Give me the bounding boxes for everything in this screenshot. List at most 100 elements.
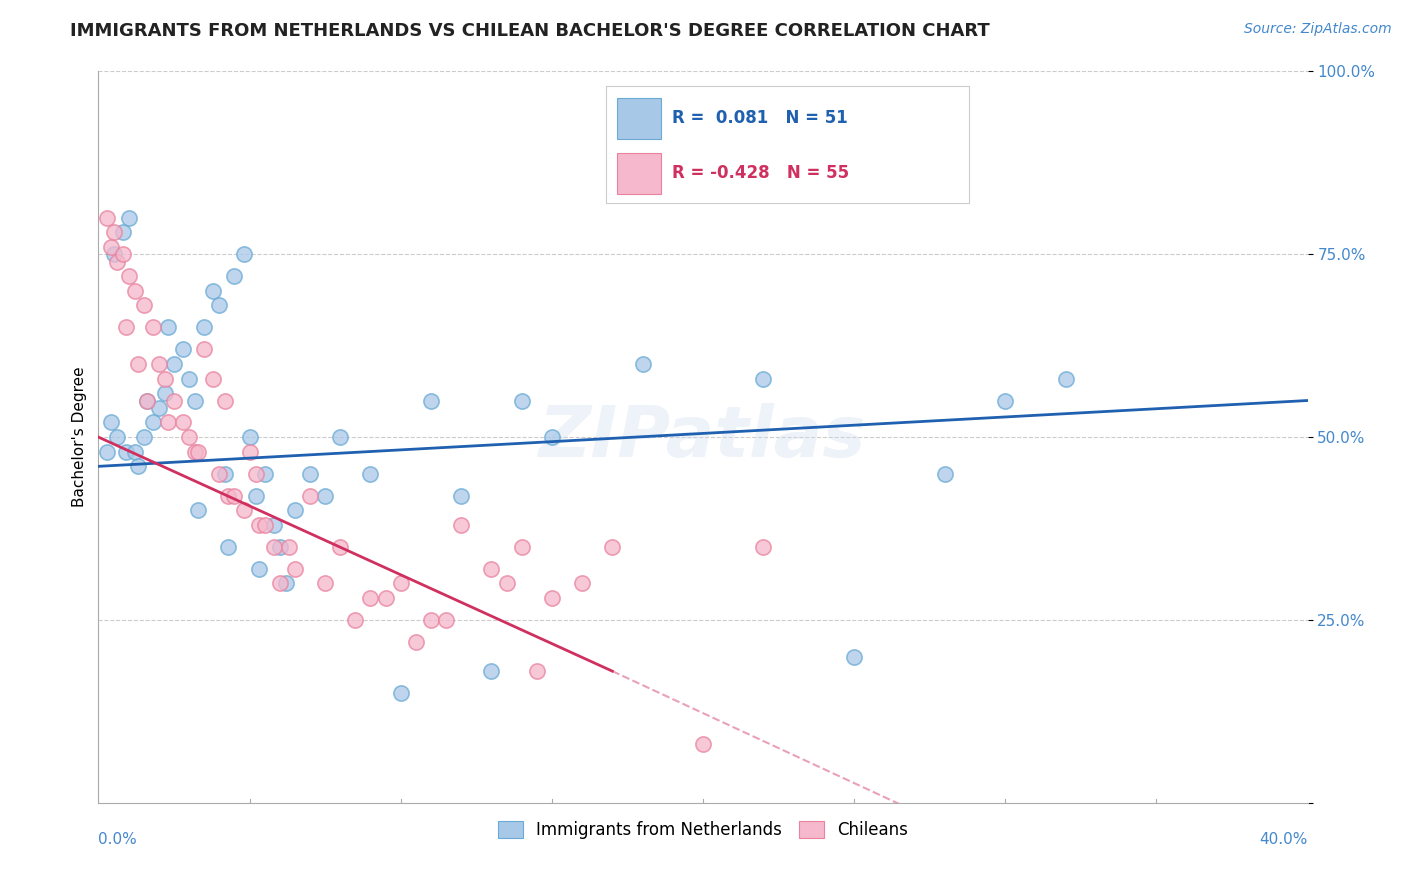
Y-axis label: Bachelor's Degree: Bachelor's Degree <box>72 367 87 508</box>
Point <box>239 430 262 444</box>
Point <box>329 540 352 554</box>
Point <box>127 357 149 371</box>
Text: 0.0%: 0.0% <box>98 832 138 847</box>
Point <box>420 393 443 408</box>
Point <box>329 430 352 444</box>
Point <box>124 444 146 458</box>
Point <box>135 393 157 408</box>
Point <box>510 393 533 408</box>
Point <box>934 467 956 481</box>
Point <box>314 489 336 503</box>
Point <box>253 517 276 532</box>
Point <box>263 517 285 532</box>
Point <box>208 467 231 481</box>
Point <box>153 371 176 385</box>
Point <box>420 613 443 627</box>
Point <box>127 459 149 474</box>
Point <box>314 576 336 591</box>
Point <box>142 320 165 334</box>
Point <box>163 393 186 408</box>
Point <box>193 320 215 334</box>
Point <box>187 444 209 458</box>
Point <box>1054 371 1077 385</box>
Point <box>135 393 157 408</box>
Point <box>193 343 215 357</box>
Point <box>540 591 562 605</box>
Point <box>277 540 299 554</box>
Point <box>571 576 593 591</box>
Point <box>631 357 654 371</box>
Text: ZIPatlas: ZIPatlas <box>540 402 866 472</box>
Point <box>602 540 624 554</box>
Point <box>247 562 270 576</box>
Point <box>184 444 207 458</box>
Point <box>202 284 225 298</box>
Point <box>96 444 118 458</box>
Point <box>111 225 134 239</box>
Point <box>692 737 714 751</box>
Point <box>132 430 155 444</box>
Point <box>299 489 322 503</box>
Point <box>148 401 170 415</box>
Point <box>284 562 307 576</box>
Point <box>103 247 125 261</box>
Point <box>844 649 866 664</box>
Point <box>374 591 396 605</box>
Point <box>132 298 155 312</box>
Point <box>245 467 267 481</box>
Point <box>114 320 136 334</box>
Point <box>360 591 382 605</box>
Point <box>142 416 165 430</box>
Point <box>360 467 382 481</box>
Point <box>148 357 170 371</box>
Point <box>214 393 236 408</box>
Point <box>752 540 775 554</box>
Point <box>202 371 225 385</box>
Point <box>274 576 297 591</box>
Point <box>214 467 236 481</box>
Point <box>103 225 125 239</box>
Text: 40.0%: 40.0% <box>1260 832 1308 847</box>
Point <box>269 540 291 554</box>
Point <box>156 320 179 334</box>
Point <box>752 371 775 385</box>
Point <box>269 576 291 591</box>
Point <box>163 357 186 371</box>
Point <box>156 416 179 430</box>
Point <box>526 664 548 678</box>
Point <box>184 393 207 408</box>
Point <box>389 686 412 700</box>
Point <box>344 613 367 627</box>
Point <box>105 254 128 268</box>
Point <box>114 444 136 458</box>
Point <box>224 489 246 503</box>
Point <box>450 489 472 503</box>
Point <box>172 416 194 430</box>
Point <box>118 269 141 284</box>
Point <box>153 386 176 401</box>
Point <box>217 540 239 554</box>
Point <box>111 247 134 261</box>
Point <box>118 211 141 225</box>
Point <box>124 284 146 298</box>
Point <box>247 517 270 532</box>
Point <box>253 467 276 481</box>
Point <box>299 467 322 481</box>
Point <box>224 269 246 284</box>
Point <box>100 416 122 430</box>
Point <box>232 247 254 261</box>
Legend: Immigrants from Netherlands, Chileans: Immigrants from Netherlands, Chileans <box>491 814 915 846</box>
Point <box>100 240 122 254</box>
Text: Source: ZipAtlas.com: Source: ZipAtlas.com <box>1244 22 1392 37</box>
Point <box>450 517 472 532</box>
Point <box>208 298 231 312</box>
Point <box>239 444 262 458</box>
Point <box>510 540 533 554</box>
Point <box>179 430 201 444</box>
Point <box>405 635 427 649</box>
Point <box>495 576 517 591</box>
Point <box>481 664 503 678</box>
Point <box>232 503 254 517</box>
Text: IMMIGRANTS FROM NETHERLANDS VS CHILEAN BACHELOR'S DEGREE CORRELATION CHART: IMMIGRANTS FROM NETHERLANDS VS CHILEAN B… <box>70 22 990 40</box>
Point <box>434 613 457 627</box>
